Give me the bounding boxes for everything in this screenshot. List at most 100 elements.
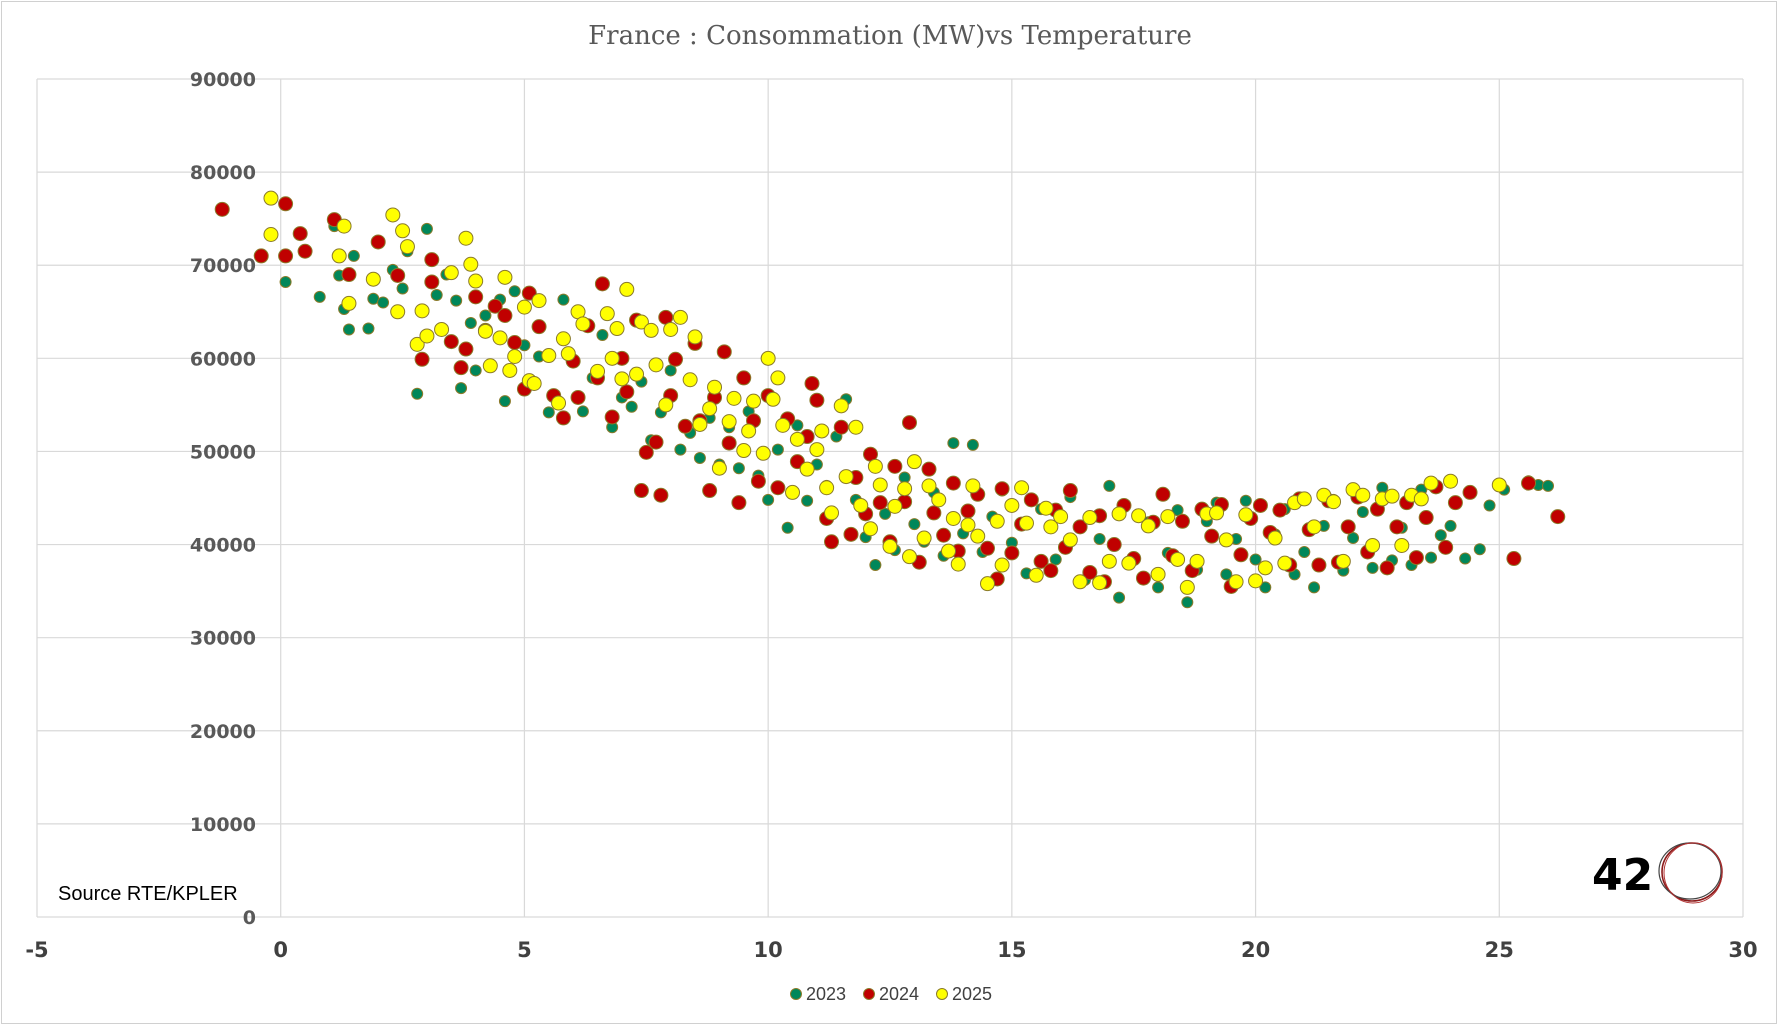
data-point [775,417,791,433]
y-tick-label: 90000 [190,69,256,91]
data-point [1018,515,1034,531]
data-point [541,348,557,364]
data-point [1335,553,1351,569]
data-point [594,276,610,292]
data-point [1155,486,1171,502]
data-point [653,487,669,503]
data-point [1447,495,1463,511]
data-point [809,392,825,408]
data-point [770,370,786,386]
data-point [921,478,937,494]
x-tick-label: 25 [1485,938,1514,962]
data-point [365,271,381,287]
data-point [1014,480,1030,496]
data-point [633,314,649,330]
data-point [629,366,645,382]
data-point [430,289,443,302]
data-point [1326,494,1342,510]
y-axis-ticks: 0 10000 20000 30000 40000 50000 60000 70000 8000… [190,69,256,929]
data-point [341,295,357,311]
data-point [824,505,840,521]
y-tick-label: 10000 [190,814,256,836]
data-point [804,375,820,391]
data-point [1443,473,1459,489]
data-point [498,395,511,408]
data-point [424,252,440,268]
data-point [279,275,292,288]
data-point [1004,497,1020,513]
data-point [1340,519,1356,535]
data-point [1043,519,1059,535]
data-point [1179,579,1195,595]
data-point [658,397,674,413]
data-point [619,281,635,297]
data-point [411,387,424,400]
data-point [1113,591,1126,604]
data-point [741,423,757,439]
data-point [507,335,523,351]
data-point [648,357,664,373]
data-point [979,540,995,556]
data-point [702,483,718,499]
data-point [362,322,375,335]
data-point [702,401,718,417]
data-point [1521,475,1537,491]
data-point [253,248,269,264]
data-point [1408,550,1424,566]
data-point [1296,491,1312,507]
data-point [297,243,313,259]
data-point [921,461,937,477]
x-tick-label: 10 [754,938,783,962]
data-point [1394,537,1410,553]
y-tick-label: 20000 [190,721,256,743]
data-point [1438,539,1454,555]
data-point [848,419,864,435]
data-point [1160,509,1176,525]
data-point [781,521,794,534]
data-point [994,481,1010,497]
data-point [1425,551,1438,564]
data-point [1257,560,1273,576]
grid [36,78,1744,918]
data-point [377,296,390,309]
data-point [508,285,521,298]
data-point [1506,551,1522,567]
data-point [897,481,913,497]
data-point [487,298,503,314]
data-point [1209,505,1225,521]
data-point [434,321,450,337]
data-point [385,207,401,223]
data-point [455,382,468,395]
legend-marker [936,988,948,1000]
data-point [1259,581,1272,594]
data-point [1053,509,1069,525]
data-point [531,319,547,335]
data-point [906,454,922,470]
y-tick-label: 60000 [190,348,256,370]
data-point [1062,532,1078,548]
data-point [833,398,849,414]
data-point [531,293,547,309]
data-point [643,322,659,338]
data-point [1389,519,1405,535]
data-point [1038,500,1054,516]
data-point [453,360,469,376]
data-point [336,218,352,234]
x-tick-label: 20 [1241,938,1270,962]
data-point [1491,477,1507,493]
data-point [1365,537,1381,553]
data-point [760,350,776,366]
data-point [809,442,825,458]
data-point [1252,497,1268,513]
data-point [711,460,727,476]
data-point [791,419,804,432]
data-point [1267,530,1283,546]
data-point [1174,513,1190,529]
data-point [663,321,679,337]
data-point [395,223,411,239]
data-point [625,400,638,413]
data-point [926,505,942,521]
data-point [1023,492,1039,508]
data-point [945,475,961,491]
